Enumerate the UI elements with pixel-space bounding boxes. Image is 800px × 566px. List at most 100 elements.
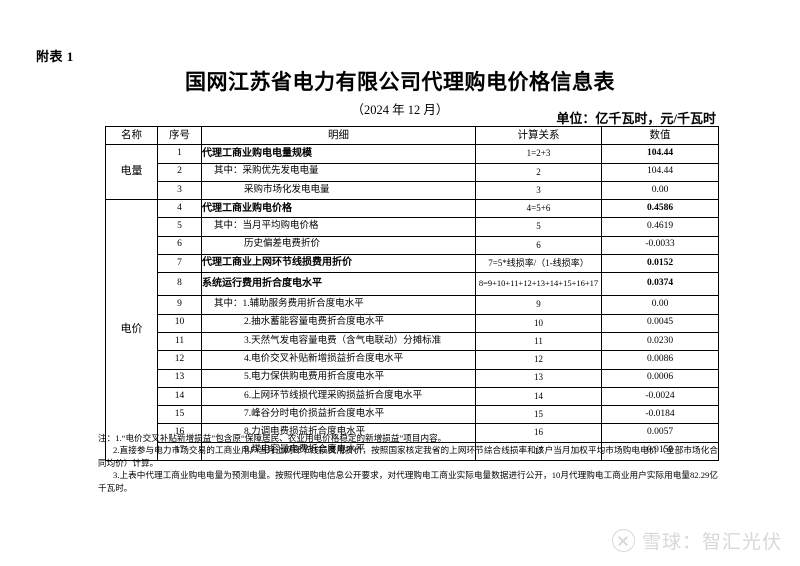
- row-sequence: 10: [157, 313, 202, 333]
- xueqiu-logo-icon: [611, 529, 635, 552]
- row-sequence: 1: [157, 144, 202, 164]
- row-value: 0.0086: [601, 350, 719, 370]
- footnote-1: 注：1.“电价交叉补贴新增损益”包含原“保障居民、农业用电价格稳定的新增损益”项…: [98, 433, 447, 443]
- table-row: 5 其中：当月平均购电价格 5 0.4619: [106, 217, 719, 237]
- row-value: 104.44: [601, 162, 719, 182]
- table-row: 电价 4 代理工商业购电价格 4=5+6 0.4586: [105, 199, 719, 462]
- attachment-label: 附表 1: [36, 49, 74, 64]
- row-calculation: 3: [475, 180, 602, 201]
- units-note: 单位：亿千瓦时，元/千瓦时: [556, 111, 716, 126]
- row-calculation: 5: [475, 217, 602, 237]
- table-row: 14 6.上网环节线损代理采购损益折合度电水平 14 -0.0024: [106, 386, 719, 407]
- row-sequence: 7: [157, 254, 202, 274]
- row-value: 104.44: [601, 144, 719, 164]
- row-calculation: 7=5*线损率/（1-线损率）: [475, 254, 602, 274]
- table-row: 2 其中：采购优先发电电量 2 104.44: [106, 162, 719, 182]
- row-sequence: 6: [157, 235, 202, 256]
- table-row: 9 其中：1.辅助服务费用折合度电水平 9 0.00: [106, 295, 719, 315]
- row-calculation: 13: [475, 368, 602, 388]
- price-information-table: 名称 序号 明细 计算关系 数值 电量 1 代理工商业购电电量规模 1=2+3 104.…: [105, 125, 719, 462]
- row-detail: 7.峰谷分时电价损益折合度电水平: [201, 405, 476, 425]
- page-subtitle: （2024 年 12 月）: [351, 103, 449, 117]
- row-detail: 其中：采购优先发电电量: [201, 162, 476, 182]
- row-sequence: 11: [157, 331, 202, 352]
- table-row: 7 代理工商业上网环节线损费用折价 7=5*线损率/（1-线损率） 0.0152: [106, 254, 719, 274]
- table-row: 8 系统运行费用折合度电水平 8=9+10+11+12+13+14+15+16+17…: [106, 272, 719, 297]
- column-header-value: 数值: [601, 125, 719, 146]
- row-calculation: 8=9+10+11+12+13+14+15+16+17: [475, 272, 602, 297]
- row-detail: 3.天然气发电容量电费（含气电联动）分摊标准: [201, 331, 476, 352]
- row-value: 0.0158: [601, 441, 719, 462]
- row-value: 0.0006: [601, 368, 719, 388]
- row-calculation: 17: [475, 441, 602, 462]
- table-row: 11 3.天然气发电容量电费（含气电联动）分摊标准 11 0.0230: [106, 331, 719, 352]
- watermark: 雪球：智汇光伏: [611, 527, 782, 554]
- row-sequence: 4: [157, 199, 202, 219]
- row-detail: 代理工商业上网环节线损费用折价: [201, 254, 476, 274]
- column-header-name: 名称: [105, 125, 158, 146]
- footnote-2: 2.直接参与电力市场交易的工商业用户当月上网环节线损费用折价，按照国家核定我省的…: [98, 445, 718, 468]
- row-detail: 5.电力保供购电费用折合度电水平: [201, 368, 476, 388]
- row-sequence: 12: [157, 350, 202, 370]
- row-sequence: 14: [157, 386, 202, 407]
- row-sequence: 5: [157, 217, 202, 237]
- table-row: 13 5.电力保供购电费用折合度电水平 13 0.0006: [106, 368, 719, 388]
- row-calculation: 10: [475, 313, 602, 333]
- table-row: 电量 1 代理工商业购电电量规模 1=2+3 104.44: [105, 144, 719, 201]
- row-value: 0.4586: [601, 199, 719, 219]
- row-calculation: 6: [475, 235, 602, 256]
- row-detail: 系统运行费用折合度电水平: [201, 272, 476, 297]
- row-sequence: 15: [157, 405, 202, 425]
- column-header-detail: 明细: [201, 125, 476, 146]
- table-header-row: 名称 序号 明细 计算关系 数值: [105, 125, 719, 146]
- table-row: 12 4.电价交叉补贴新增损益折合度电水平 12 0.0086: [106, 350, 719, 370]
- group-cell-price: 电价: [105, 199, 158, 462]
- row-detail: 代理工商业购电价格: [201, 199, 476, 219]
- row-detail: 6.上网环节线损代理采购损益折合度电水平: [201, 386, 476, 407]
- table-row: 17 9.煤电容量电费折合度电水平 17 0.0158: [106, 441, 719, 462]
- row-sequence: 13: [157, 368, 202, 388]
- row-calculation: 14: [475, 386, 602, 407]
- row-detail: 采购市场化发电电量: [201, 180, 476, 201]
- row-detail: 2.抽水蓄能容量电费折合度电水平: [201, 313, 476, 333]
- row-value: 0.00: [601, 180, 719, 201]
- footnote-3: 3.上表中代理工商业购电电量为预测电量。按照代理购电信息公开要求，对代理购电工商…: [98, 470, 718, 493]
- watermark-label: 雪球：智汇光伏: [641, 532, 782, 553]
- row-detail: 4.电价交叉补贴新增损益折合度电水平: [201, 350, 476, 370]
- table-row: 3 采购市场化发电电量 3 0.00: [106, 180, 719, 201]
- row-calculation: 9: [475, 295, 602, 315]
- page-title: 国网江苏省电力有限公司代理购电价格信息表: [185, 70, 615, 94]
- row-value: 0.0230: [601, 331, 719, 352]
- row-calculation: 1=2+3: [475, 144, 602, 164]
- footnotes: 注：1.“电价交叉补贴新增损益”包含原“保障居民、农业用电价格稳定的新增损益”项…: [98, 432, 718, 494]
- row-calculation: 4=5+6: [475, 199, 602, 219]
- row-value: 0.0374: [601, 272, 719, 297]
- group-cell-volume: 电量: [105, 144, 158, 201]
- row-sequence: 3: [157, 180, 202, 201]
- row-value: -0.0184: [601, 405, 719, 425]
- row-sequence: 2: [157, 162, 202, 182]
- row-calculation: 15: [475, 405, 602, 425]
- row-sequence: 9: [157, 295, 202, 315]
- row-sequence: 8: [157, 272, 202, 297]
- row-calculation: 2: [475, 162, 602, 182]
- table-body: 电量 1 代理工商业购电电量规模 1=2+3 104.44 2 其中：采购优先发电电量 2 10…: [105, 144, 719, 462]
- table-row: 10 2.抽水蓄能容量电费折合度电水平 10 0.0045: [106, 313, 719, 333]
- row-value: 0.0045: [601, 313, 719, 333]
- row-calculation: 11: [475, 331, 602, 352]
- row-detail: 其中：1.辅助服务费用折合度电水平: [201, 295, 476, 315]
- column-header-calc: 计算关系: [475, 125, 602, 146]
- row-value: 0.4619: [601, 217, 719, 237]
- table-row: 15 7.峰谷分时电价损益折合度电水平 15 -0.0184: [106, 405, 719, 425]
- row-calculation: 12: [475, 350, 602, 370]
- row-value: -0.0033: [601, 235, 719, 256]
- row-detail: 历史偏差电费折价: [201, 235, 476, 256]
- row-value: -0.0024: [601, 386, 719, 407]
- row-detail: 代理工商业购电电量规模: [201, 144, 476, 164]
- column-header-seq: 序号: [157, 125, 202, 146]
- row-detail: 其中：当月平均购电价格: [201, 217, 476, 237]
- row-value: 0.00: [601, 295, 719, 315]
- row-value: 0.0152: [601, 254, 719, 274]
- table-row: 6 历史偏差电费折价 6 -0.0033: [106, 235, 719, 256]
